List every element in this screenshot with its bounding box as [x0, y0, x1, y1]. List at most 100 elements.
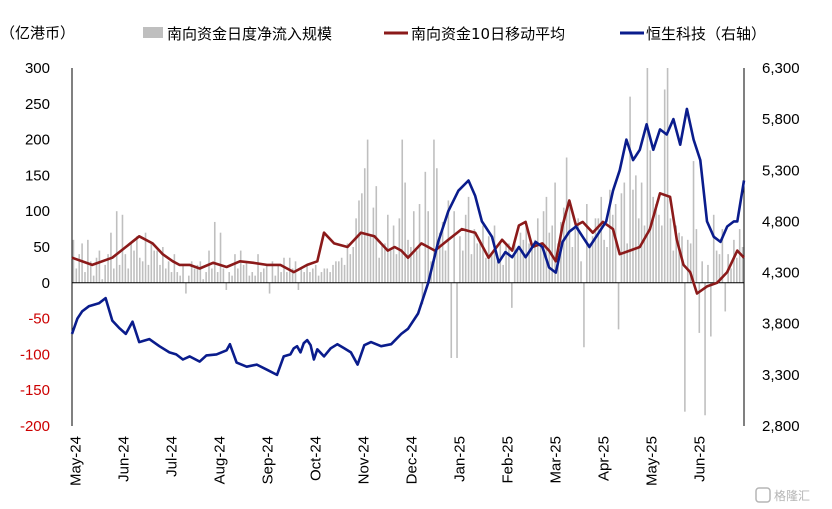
bar-daily-inflow	[254, 275, 256, 283]
left-axis-tick-label: 100	[25, 203, 50, 220]
right-axis-tick-label: 4,800	[762, 213, 800, 230]
bar-daily-inflow	[138, 257, 141, 283]
left-axis-tick-label: 150	[25, 167, 50, 184]
bar-daily-inflow	[522, 239, 525, 283]
bar-daily-inflow	[84, 272, 86, 283]
bar-daily-inflow	[87, 239, 89, 283]
bar-daily-inflow	[118, 264, 121, 283]
bar-daily-inflow	[297, 282, 300, 290]
bar-daily-inflow	[464, 214, 467, 283]
right-axis-tick-label: 4,300	[762, 265, 800, 282]
bar-daily-inflow	[239, 250, 242, 283]
bar-daily-inflow	[640, 182, 643, 283]
x-axis-tick-label: May-25	[644, 436, 661, 486]
bar-daily-inflow	[190, 261, 193, 283]
watermark: 格隆汇	[755, 487, 810, 503]
bar-daily-inflow	[346, 243, 349, 283]
x-axis-tick-label: Jul-24	[164, 436, 181, 477]
bar-daily-inflow	[98, 250, 101, 283]
legend-ma-label: 南向资金10日移动平均	[411, 25, 565, 43]
right-axis-tick-label: 2,800	[762, 418, 800, 435]
bar-daily-inflow	[392, 225, 395, 283]
left-axis-tick-label: 250	[25, 96, 50, 113]
bar-daily-inflow	[141, 261, 144, 283]
bar-daily-inflow	[225, 282, 228, 290]
bar-daily-inflow	[127, 268, 130, 283]
legend-hstech-label: 恒生科技（右轴）	[646, 25, 766, 43]
bar-daily-inflow	[733, 239, 735, 283]
bar-daily-inflow	[724, 282, 727, 312]
bar-daily-inflow	[513, 239, 516, 283]
x-axis-tick-label: Oct-24	[308, 436, 325, 481]
bar-daily-inflow	[661, 225, 663, 283]
bar-daily-inflow	[185, 282, 187, 294]
left-axis-tick-label: -50	[28, 311, 50, 328]
bar-daily-inflow	[78, 254, 81, 283]
bar-daily-inflow	[418, 204, 421, 283]
bar-daily-inflow	[496, 261, 499, 283]
bar-daily-inflow	[228, 272, 230, 283]
bar-daily-inflow	[565, 157, 568, 283]
bar-daily-inflow	[548, 232, 551, 283]
bar-daily-inflow	[312, 268, 314, 283]
bar-daily-inflow	[170, 272, 173, 283]
x-axis-tick-label: Apr-25	[596, 436, 613, 481]
bar-daily-inflow	[450, 282, 453, 358]
bar-daily-inflow	[577, 218, 579, 283]
bar-daily-inflow	[594, 218, 597, 283]
bar-daily-inflow	[92, 275, 95, 283]
bar-daily-inflow	[306, 264, 308, 283]
bar-daily-inflow	[144, 232, 147, 283]
bar-daily-inflow	[124, 254, 127, 283]
bar-daily-inflow	[583, 282, 585, 348]
bar-daily-inflow	[271, 261, 274, 283]
bar-daily-inflow	[519, 232, 522, 283]
bar-daily-inflow	[611, 214, 614, 283]
bar-daily-inflow	[536, 218, 539, 283]
bar-daily-inflow	[222, 268, 225, 283]
bar-daily-inflow	[355, 218, 357, 283]
bar-daily-inflow	[242, 264, 245, 283]
bar-daily-inflow	[89, 261, 92, 283]
bar-daily-inflow	[274, 275, 277, 283]
left-axis-tick-label: -150	[20, 382, 50, 399]
bar-daily-inflow	[715, 250, 718, 283]
bar-daily-inflow	[686, 239, 689, 283]
bar-daily-inflow	[234, 254, 236, 283]
bar-daily-inflow	[75, 268, 78, 283]
bar-daily-inflow	[603, 239, 605, 283]
bar-daily-inflow	[453, 211, 455, 283]
bar-daily-inflow	[291, 268, 294, 283]
bar-daily-inflow	[300, 268, 303, 283]
bar-daily-inflow	[554, 182, 556, 283]
bar-daily-inflow	[237, 268, 239, 283]
bar-daily-inflow	[113, 268, 115, 283]
bar-daily-inflow	[208, 250, 210, 283]
bar-daily-inflow	[438, 232, 441, 283]
bar-daily-inflow	[329, 272, 331, 283]
bar-daily-inflow	[72, 239, 75, 283]
bar-daily-inflow	[314, 264, 317, 283]
bar-daily-inflow	[487, 236, 490, 283]
bar-daily-inflow	[205, 272, 207, 283]
bar-daily-inflow	[107, 254, 109, 283]
x-axis-tick-label: Mar-25	[548, 436, 565, 484]
bar-daily-inflow	[335, 261, 337, 283]
x-axis-tick-label: Jan-25	[452, 436, 469, 482]
bar-daily-inflow	[164, 268, 167, 283]
bar-daily-inflow	[635, 175, 637, 283]
bar-daily-inflow	[407, 239, 409, 283]
bar-daily-inflow	[401, 139, 404, 283]
bar-daily-inflow	[384, 243, 386, 283]
bar-daily-inflow	[502, 264, 504, 283]
left-axis-tick-label: -100	[20, 346, 50, 363]
bar-daily-inflow	[562, 207, 565, 283]
bar-daily-inflow	[701, 261, 703, 283]
bar-daily-inflow	[433, 139, 435, 283]
bar-daily-inflow	[389, 250, 392, 283]
x-axis-tick-label: Jun-25	[692, 436, 709, 482]
bar-daily-inflow	[710, 282, 712, 337]
bar-daily-inflow	[173, 254, 176, 283]
bar-daily-inflow	[632, 189, 634, 283]
